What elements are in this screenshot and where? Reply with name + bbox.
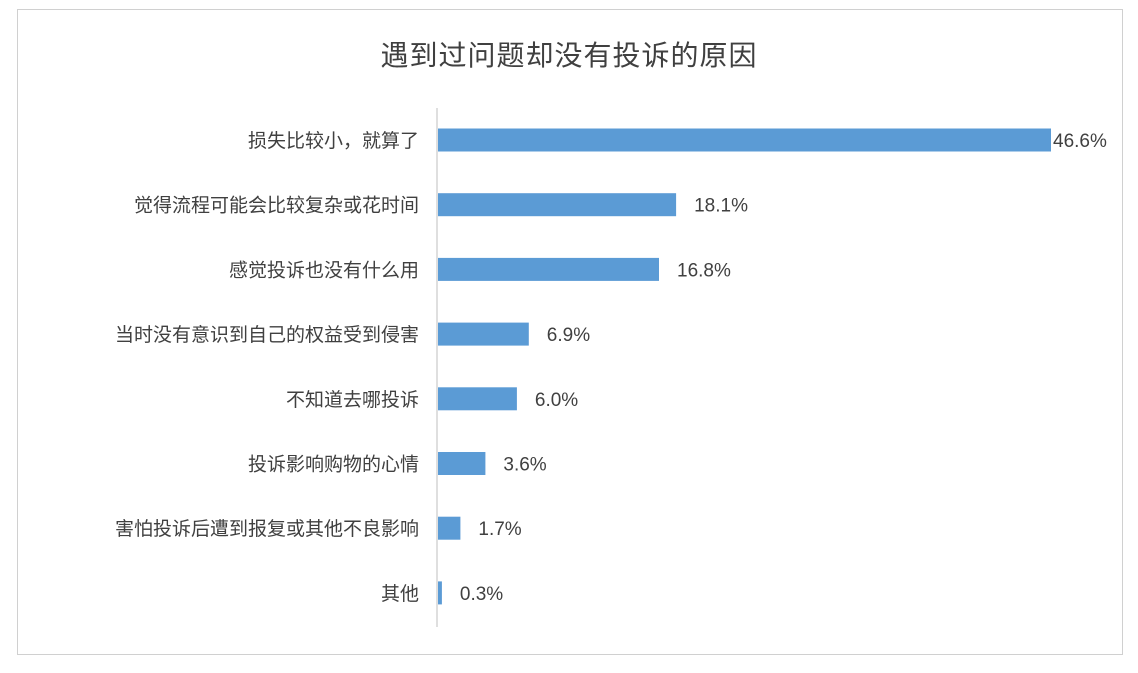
category-labels: 损失比较小，就算了觉得流程可能会比较复杂或花时间感觉投诉也没有什么用当时没有意识… [115, 130, 419, 605]
chart-frame [17, 9, 1123, 655]
category-label-6: 投诉影响购物的心情 [248, 454, 419, 476]
value-labels: 46.6% 18.1% 16.8% 6.9% 6.0% 3.6% 1.7% 0.3% [460, 131, 1107, 605]
value-label-2: 18.1% [694, 196, 748, 217]
bar-2 [438, 193, 677, 217]
value-label-7: 1.7% [478, 519, 521, 540]
bar-8 [438, 581, 442, 605]
value-label-3: 16.8% [677, 260, 731, 281]
value-label-5: 6.0% [535, 390, 578, 411]
value-label-8: 0.3% [460, 584, 503, 605]
value-label-4: 6.9% [547, 325, 590, 346]
category-label-3: 感觉投诉也没有什么用 [229, 259, 419, 281]
category-label-8: 其他 [381, 583, 419, 605]
bar-5 [438, 387, 517, 411]
category-label-5: 不知道去哪投诉 [286, 389, 419, 411]
category-label-4: 当时没有意识到自己的权益受到侵害 [115, 324, 419, 346]
value-label-1: 46.6% [1053, 131, 1107, 152]
category-label-2: 觉得流程可能会比较复杂或花时间 [134, 195, 419, 217]
bars-layer [438, 128, 1051, 605]
category-label-7: 害怕投诉后遭到报复或其他不良影响 [115, 518, 419, 540]
bar-3 [438, 257, 659, 281]
category-label-1: 损失比较小，就算了 [248, 130, 419, 152]
bar-4 [438, 322, 529, 346]
bar-7 [438, 516, 461, 540]
chart-title: 遇到过问题却没有投诉的原因 [380, 39, 758, 72]
bar-1 [438, 128, 1051, 152]
value-label-6: 3.6% [503, 455, 546, 476]
bar-6 [438, 452, 486, 475]
